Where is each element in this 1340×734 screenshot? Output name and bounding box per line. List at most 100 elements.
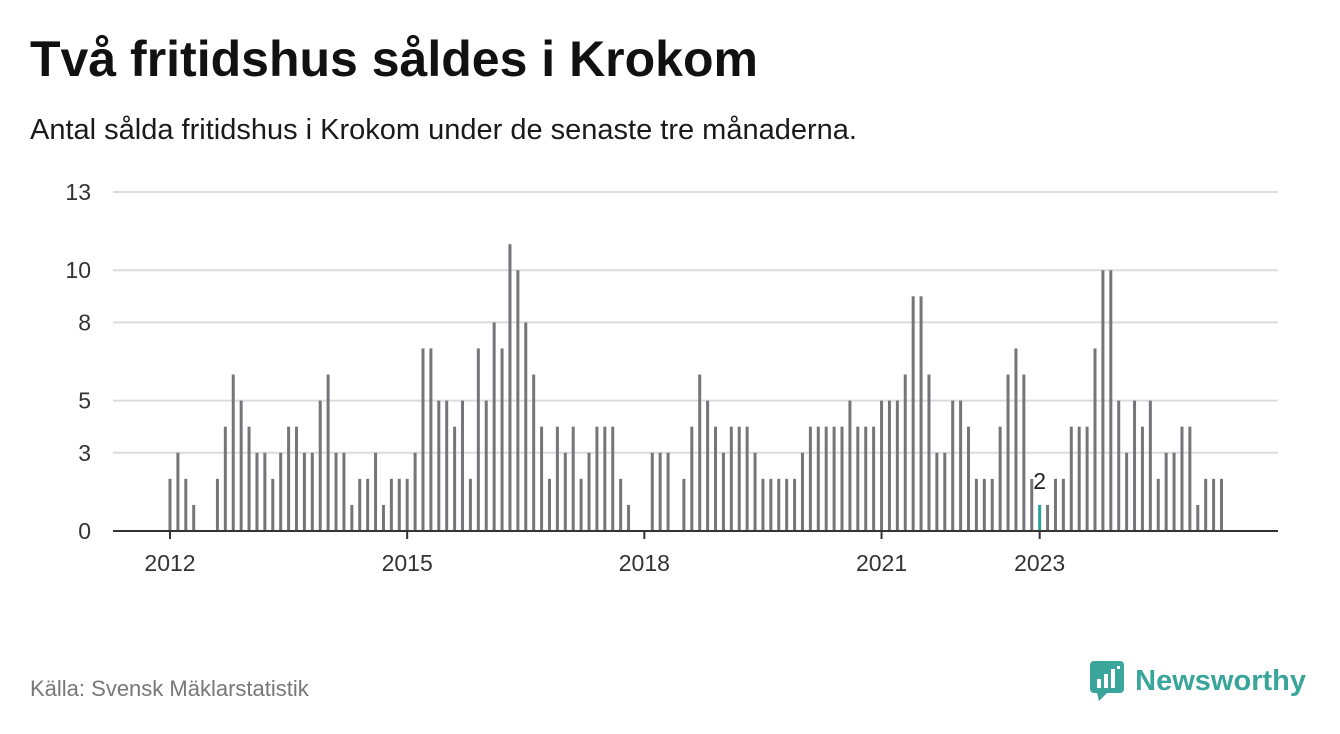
bar <box>887 400 891 531</box>
bar <box>658 452 662 531</box>
bar <box>785 478 789 531</box>
bar <box>706 400 710 531</box>
bar <box>168 478 172 531</box>
bar <box>476 348 480 531</box>
bar <box>935 452 939 531</box>
bar <box>500 348 504 531</box>
bar <box>1196 504 1200 531</box>
bar <box>397 478 401 531</box>
bar <box>215 478 219 531</box>
bar <box>484 400 488 531</box>
bar <box>579 478 583 531</box>
bar <box>737 426 741 531</box>
bar <box>1148 400 1152 531</box>
bar <box>840 426 844 531</box>
bar <box>1140 426 1144 531</box>
bar <box>927 374 931 531</box>
bar <box>1085 426 1089 531</box>
bar <box>1053 478 1057 531</box>
bar <box>563 452 567 531</box>
bar <box>302 452 306 531</box>
y-tick-label: 10 <box>65 257 91 283</box>
source-note: Källa: Svensk Mäklarstatistik <box>30 676 309 701</box>
bar <box>895 400 899 531</box>
y-tick-label: 3 <box>78 440 91 466</box>
bar <box>587 452 591 531</box>
bar <box>753 452 757 531</box>
bar <box>1061 478 1065 531</box>
bar <box>350 504 354 531</box>
y-tick-label: 13 <box>65 179 91 205</box>
bar <box>611 426 615 531</box>
bar <box>287 426 291 531</box>
bar <box>555 426 559 531</box>
bar <box>951 400 955 531</box>
bar <box>919 296 923 531</box>
bar <box>1172 452 1176 531</box>
bar <box>856 426 860 531</box>
bar <box>524 322 528 531</box>
bar <box>627 504 631 531</box>
bar <box>263 452 267 531</box>
bar <box>255 452 259 531</box>
bar <box>824 426 828 531</box>
bar <box>793 478 797 531</box>
bar <box>682 478 686 531</box>
bar <box>1204 478 1208 531</box>
bar <box>832 426 836 531</box>
data-label: 2 <box>1033 468 1046 494</box>
bar <box>982 478 986 531</box>
bar <box>721 452 725 531</box>
bar <box>1212 478 1216 531</box>
bar <box>413 452 417 531</box>
bar <box>334 452 338 531</box>
bar <box>1117 400 1121 531</box>
y-tick-label: 0 <box>78 518 91 544</box>
bar <box>1006 374 1010 531</box>
bar <box>374 452 378 531</box>
brand-name: Newsworthy <box>1135 664 1306 697</box>
bar <box>1180 426 1184 531</box>
bar <box>761 478 765 531</box>
bar <box>943 452 947 531</box>
bar <box>310 452 314 531</box>
bar <box>247 426 251 531</box>
bar <box>864 426 868 531</box>
bar <box>1220 478 1223 531</box>
bar <box>1164 452 1168 531</box>
bar <box>903 374 907 531</box>
bar <box>745 426 749 531</box>
bar <box>547 478 551 531</box>
x-tick-label: 2015 <box>382 550 433 576</box>
bar <box>279 452 283 531</box>
bar <box>848 400 852 531</box>
bar <box>1077 426 1081 531</box>
bar <box>239 400 243 531</box>
bar <box>453 426 457 531</box>
y-tick-label: 8 <box>78 309 91 335</box>
bar <box>1109 270 1113 531</box>
bar <box>492 322 496 531</box>
bar <box>294 426 298 531</box>
bar <box>223 426 227 531</box>
bar <box>1133 400 1137 531</box>
bar <box>1156 478 1160 531</box>
y-tick-label: 5 <box>78 388 91 414</box>
bar <box>421 348 425 531</box>
bar <box>358 478 362 531</box>
bar <box>959 400 963 531</box>
bar <box>1022 374 1026 531</box>
bar <box>816 426 820 531</box>
bar <box>571 426 575 531</box>
bar <box>1188 426 1192 531</box>
bar <box>468 478 472 531</box>
x-tick-label: 2018 <box>619 550 670 576</box>
bar <box>508 244 512 531</box>
x-tick-label: 2012 <box>144 550 195 576</box>
bar <box>231 374 235 531</box>
bar <box>1125 452 1129 531</box>
bar <box>698 374 702 531</box>
x-tick-label: 2021 <box>856 550 907 576</box>
bar <box>808 426 812 531</box>
newsworthy-logo: Newsworthy <box>1089 660 1306 702</box>
